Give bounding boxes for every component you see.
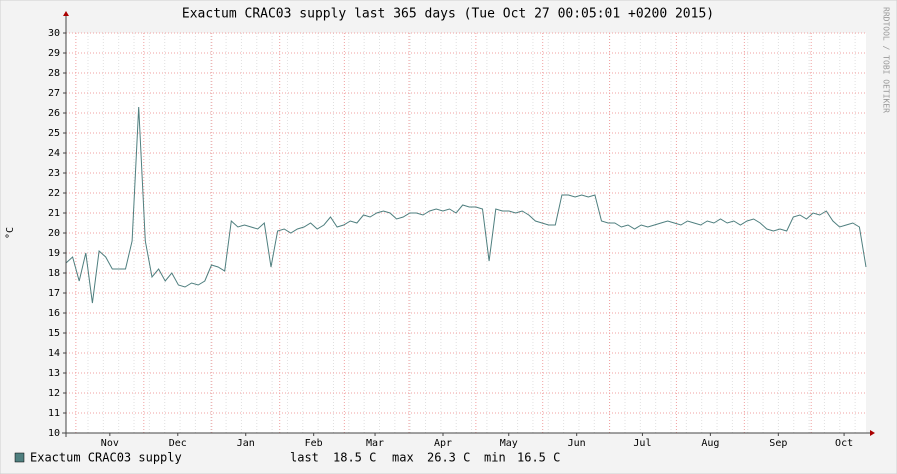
y-tick-label: 28 [48, 68, 60, 79]
grid [63, 32, 866, 436]
y-tick-label: 16 [48, 308, 60, 319]
x-tick-label: Nov [101, 438, 119, 449]
x-tick-label: Jun [568, 438, 586, 449]
y-tick-label: 24 [48, 148, 60, 159]
marks [65, 106, 867, 304]
y-tick-label: 18 [48, 268, 60, 279]
y-tick-label: 29 [48, 48, 60, 59]
data-line [65, 106, 867, 304]
y-axis-label: °C [5, 227, 16, 239]
x-tick-label: Aug [701, 438, 719, 449]
y-tick-label: 22 [48, 188, 60, 199]
y-tick-label: 23 [48, 168, 60, 179]
stat-value: 18.5 C [333, 451, 376, 465]
stat-label: min [484, 451, 506, 465]
y-tick-label: 12 [48, 388, 60, 399]
y-tick-label: 10 [48, 428, 60, 439]
y-arrow [63, 11, 69, 16]
x-tick-label: Sep [769, 438, 787, 449]
legend-label: Exactum CRAC03 supply [30, 451, 182, 465]
x-tick-label: Jan [237, 438, 255, 449]
x-tick-label: May [500, 438, 518, 449]
y-tick-label: 13 [48, 368, 60, 379]
y-tick-label: 20 [48, 228, 60, 239]
chart-title: Exactum CRAC03 supply last 365 days (Tue… [182, 7, 714, 22]
x-tick-label: Feb [305, 438, 323, 449]
stat-label: max [392, 451, 414, 465]
y-tick-label: 14 [48, 348, 60, 359]
x-arrow [870, 430, 875, 436]
y-tick-label: 25 [48, 128, 60, 139]
x-tick-label: Mar [366, 438, 384, 449]
y-tick-label: 11 [48, 408, 60, 419]
y-tick-label: 26 [48, 108, 60, 119]
y-tick-label: 27 [48, 88, 60, 99]
watermark: RRDTOOL / TOBI OETIKER [882, 7, 891, 113]
x-tick-label: Oct [835, 438, 853, 449]
stat-label: last [290, 451, 319, 465]
x-tick-label: Jul [633, 438, 651, 449]
y-tick-label: 15 [48, 328, 60, 339]
y-tick-label: 30 [48, 28, 60, 39]
stat-value: 26.3 C [427, 451, 470, 465]
y-tick-label: 21 [48, 208, 60, 219]
legend-swatch [14, 452, 25, 463]
x-tick-label: Apr [434, 438, 452, 449]
y-tick-label: 19 [48, 248, 60, 259]
x-tick-label: Dec [169, 438, 187, 449]
stat-value: 16.5 C [517, 451, 560, 465]
axes [62, 11, 875, 437]
legend: Exactum CRAC03 supply last 18.5 C max 26.3 C… [14, 451, 560, 465]
y-tick-label: 17 [48, 288, 60, 299]
